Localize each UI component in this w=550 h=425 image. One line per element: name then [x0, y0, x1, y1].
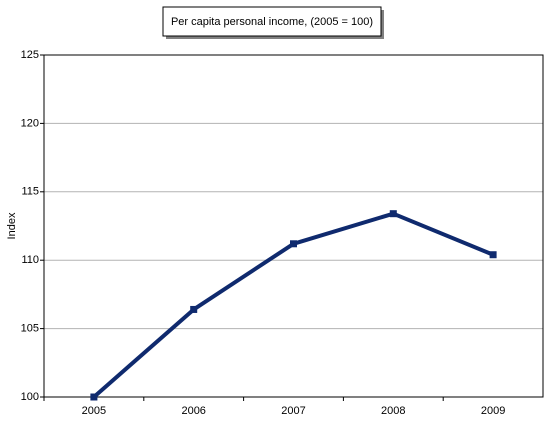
x-tick-label: 2007 [281, 405, 305, 417]
chart-title: Per capita personal income, (2005 = 100) [171, 16, 373, 28]
plot-frame [43, 54, 544, 398]
point [290, 240, 297, 248]
title-box [162, 6, 382, 37]
y-tick-label: 125 [21, 49, 39, 61]
point [90, 393, 98, 401]
x-tick-label: 2005 [82, 405, 106, 417]
point [489, 251, 497, 259]
x-tick-label: 2009 [481, 405, 505, 417]
y-tick-label: 110 [21, 254, 39, 266]
y-tick-label: 100 [21, 391, 39, 403]
x-tick-label: 2006 [181, 405, 205, 417]
y-tick-label: 120 [21, 117, 39, 129]
point [389, 210, 397, 218]
y-tick-label: 105 [21, 323, 39, 335]
point [190, 305, 198, 313]
y-axis-label: Index [6, 212, 18, 239]
y-tick-label: 115 [21, 186, 39, 198]
x-tick-label: 2008 [381, 405, 405, 417]
